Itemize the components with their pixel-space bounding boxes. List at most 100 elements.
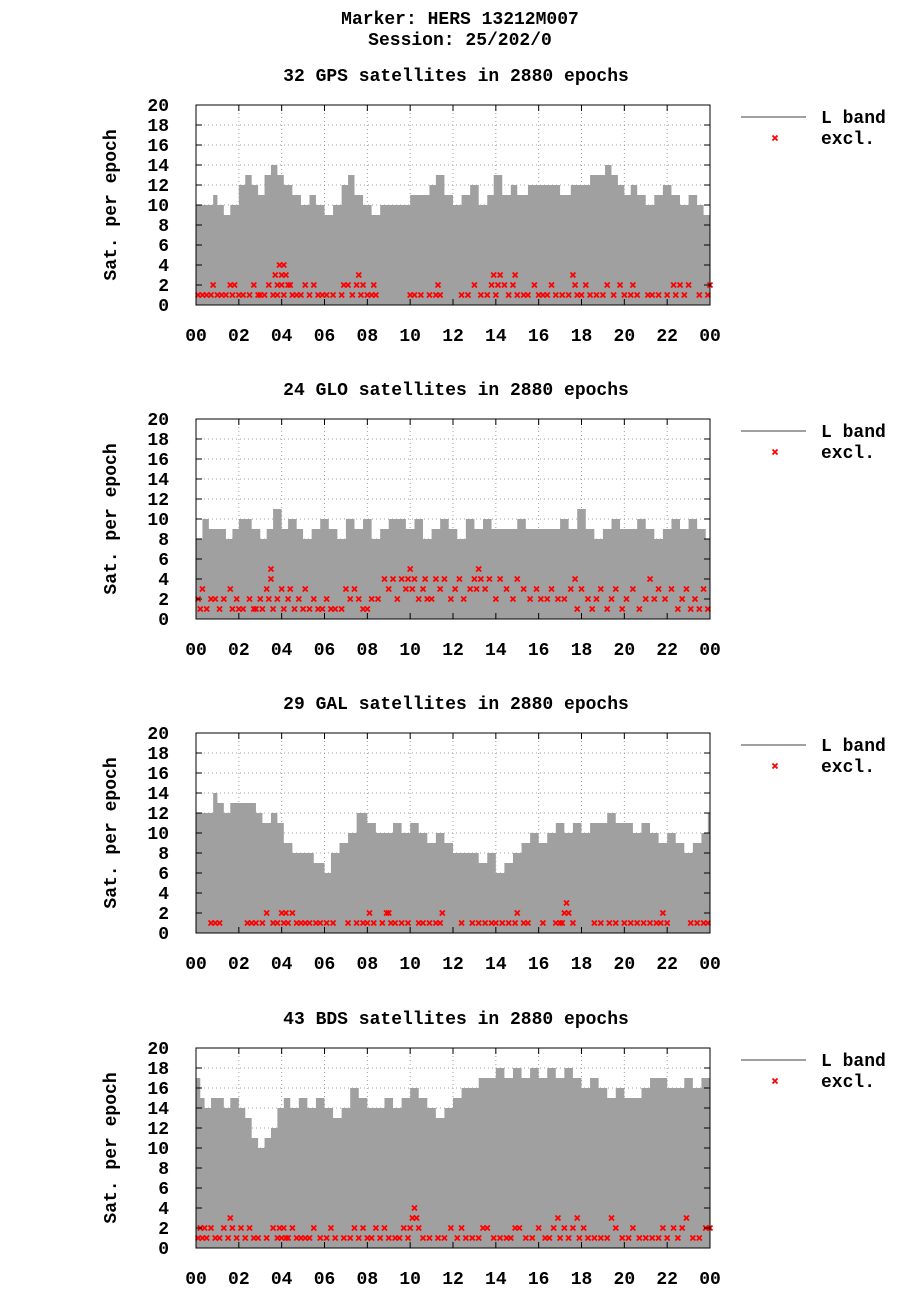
excl-marker bbox=[571, 575, 579, 583]
y-tick-label: 2 bbox=[158, 1220, 169, 1240]
excl-marker bbox=[509, 595, 517, 603]
excl-marker bbox=[464, 291, 472, 299]
excl-marker bbox=[636, 605, 643, 613]
legend-marker-swatch bbox=[771, 1077, 779, 1085]
excl-marker bbox=[269, 1224, 277, 1232]
excl-marker bbox=[691, 595, 699, 603]
excl-marker bbox=[385, 1234, 392, 1242]
excl-marker bbox=[282, 909, 290, 917]
excl-marker bbox=[394, 595, 401, 603]
excl-marker bbox=[227, 585, 234, 593]
excl-marker bbox=[458, 291, 465, 299]
excl-marker bbox=[239, 291, 247, 299]
x-tick-label: 10 bbox=[399, 327, 421, 347]
y-tick-label: 12 bbox=[147, 805, 169, 825]
excl-marker bbox=[642, 1234, 649, 1242]
excl-marker bbox=[284, 1234, 292, 1242]
excl-marker bbox=[280, 605, 287, 613]
x-tick-label: 14 bbox=[485, 641, 507, 661]
excl-marker bbox=[642, 595, 649, 603]
x-tick-label: 18 bbox=[571, 1270, 593, 1290]
y-tick-label: 6 bbox=[158, 1180, 169, 1200]
y-tick-label: 14 bbox=[147, 157, 169, 177]
excl-marker bbox=[355, 595, 362, 603]
excl-marker bbox=[580, 1224, 587, 1232]
excl-marker bbox=[402, 585, 410, 593]
excl-marker bbox=[552, 291, 559, 299]
excl-marker bbox=[357, 291, 365, 299]
x-tick-label: 02 bbox=[228, 641, 250, 661]
x-tick-label: 22 bbox=[656, 327, 678, 347]
excl-marker bbox=[259, 919, 266, 927]
chart-panel-1: 24 GLO satellites in 2880 epochs02468101… bbox=[102, 381, 886, 661]
excl-marker bbox=[329, 919, 337, 927]
excl-marker bbox=[407, 1224, 414, 1232]
excl-marker bbox=[242, 1234, 249, 1242]
legend-label-l-band: L band bbox=[821, 1052, 886, 1072]
excl-marker bbox=[477, 291, 484, 299]
y-tick-label: 18 bbox=[147, 117, 169, 137]
excl-marker bbox=[323, 919, 330, 927]
excl-marker bbox=[267, 565, 275, 573]
excl-marker bbox=[492, 291, 499, 299]
excl-marker bbox=[646, 919, 654, 927]
excl-marker bbox=[629, 281, 637, 289]
y-tick-label: 4 bbox=[158, 571, 169, 591]
excl-marker bbox=[404, 575, 412, 583]
excl-marker bbox=[274, 595, 281, 603]
excl-marker bbox=[284, 919, 292, 927]
excl-marker bbox=[670, 281, 677, 289]
excl-marker bbox=[484, 291, 491, 299]
excl-marker bbox=[306, 291, 313, 299]
excl-marker bbox=[278, 281, 285, 289]
excl-marker bbox=[569, 919, 577, 927]
excl-marker bbox=[514, 575, 521, 583]
excl-marker bbox=[674, 605, 682, 613]
excl-marker bbox=[280, 261, 287, 269]
y-tick-label: 8 bbox=[158, 217, 169, 237]
excl-marker bbox=[694, 919, 701, 927]
y-tick-label: 10 bbox=[147, 197, 169, 217]
excl-marker bbox=[415, 1224, 422, 1232]
excl-marker bbox=[565, 1234, 572, 1242]
x-tick-label: 10 bbox=[399, 1270, 421, 1290]
excl-marker bbox=[201, 1224, 208, 1232]
x-tick-label: 04 bbox=[271, 641, 293, 661]
y-tick-label: 18 bbox=[147, 431, 169, 451]
y-tick-label: 16 bbox=[147, 1080, 169, 1100]
excl-marker bbox=[619, 1234, 626, 1242]
x-tick-label: 20 bbox=[614, 327, 636, 347]
excl-marker bbox=[621, 291, 628, 299]
x-tick-label: 22 bbox=[656, 955, 678, 975]
excl-marker bbox=[359, 281, 367, 289]
excl-marker bbox=[257, 595, 264, 603]
x-tick-label: 08 bbox=[357, 1270, 379, 1290]
x-tick-label: 18 bbox=[571, 327, 593, 347]
excl-marker bbox=[685, 281, 692, 289]
excl-marker bbox=[368, 1234, 375, 1242]
excl-marker bbox=[229, 1224, 236, 1232]
excl-marker bbox=[599, 291, 607, 299]
excl-marker bbox=[627, 291, 634, 299]
excl-marker bbox=[610, 291, 617, 299]
excl-marker bbox=[372, 291, 380, 299]
excl-marker bbox=[419, 919, 427, 927]
excl-marker bbox=[496, 575, 504, 583]
excl-marker bbox=[317, 919, 324, 927]
x-tick-label: 12 bbox=[442, 641, 464, 661]
excl-marker bbox=[332, 1234, 339, 1242]
y-tick-label: 16 bbox=[147, 451, 169, 471]
excl-marker bbox=[651, 595, 658, 603]
excl-marker bbox=[259, 605, 266, 613]
excl-marker bbox=[571, 281, 579, 289]
excl-marker bbox=[353, 919, 360, 927]
excl-marker bbox=[661, 595, 669, 603]
excl-marker bbox=[544, 291, 551, 299]
y-tick-label: 0 bbox=[158, 1240, 169, 1260]
x-tick-label: 00 bbox=[699, 641, 721, 661]
excl-marker bbox=[297, 291, 305, 299]
excl-marker bbox=[681, 291, 688, 299]
excl-marker bbox=[246, 1224, 253, 1232]
excl-marker bbox=[252, 605, 260, 613]
